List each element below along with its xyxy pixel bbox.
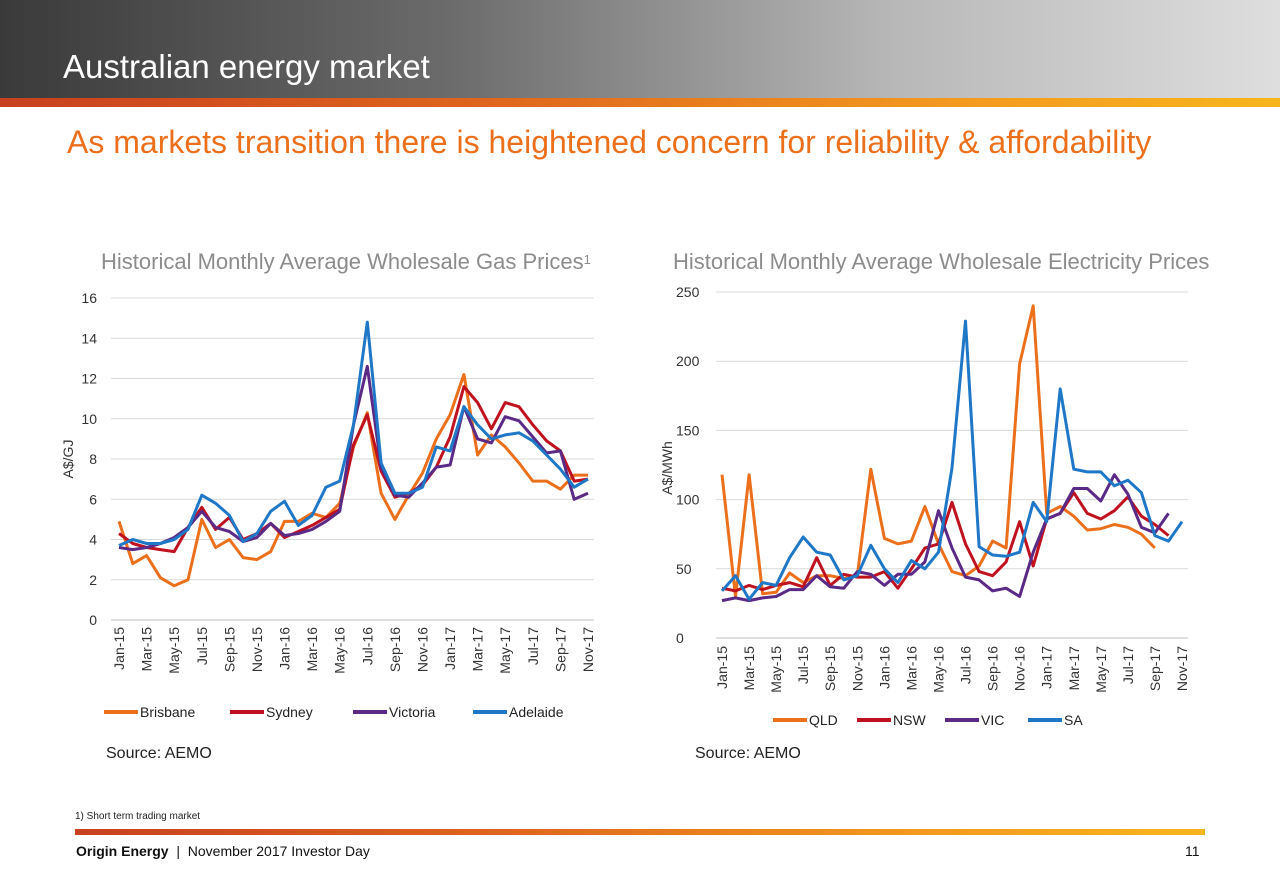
page-number: 11 xyxy=(1185,843,1200,859)
elec-x-tick-label: Mar-16 xyxy=(903,646,919,691)
gas-x-tick-label: Jan-16 xyxy=(277,627,293,670)
gas-x-tick-label: Sep-15 xyxy=(221,627,237,672)
gas-y-axis-label: A$/GJ xyxy=(60,440,76,479)
footer-accent-bar xyxy=(75,829,1205,835)
gas-x-tick-label: Sep-16 xyxy=(387,627,403,672)
footer-brand: Origin Energy xyxy=(76,843,169,859)
elec-x-tick-label: Sep-16 xyxy=(985,646,1001,691)
gas-x-tick-label: Mar-15 xyxy=(139,627,155,672)
elec-x-tick-label: Jul-15 xyxy=(795,646,811,684)
elec-legend-label-nsw: NSW xyxy=(893,712,926,728)
gas-source: Source: AEMO xyxy=(106,745,212,762)
gas-x-tick-label: May-16 xyxy=(332,627,348,674)
elec-y-tick-label: 100 xyxy=(676,492,700,508)
gas-legend-label-victoria: Victoria xyxy=(389,704,436,720)
elec-y-tick-label: 200 xyxy=(676,353,700,369)
elec-x-tick-label: Nov-17 xyxy=(1174,646,1190,691)
gas-y-tick-label: 16 xyxy=(81,290,97,306)
gas-y-tick-label: 12 xyxy=(81,371,97,387)
gas-y-tick-label: 10 xyxy=(81,411,97,427)
gas-x-tick-label: Sep-17 xyxy=(552,627,568,672)
gas-x-tick-label: Jul-15 xyxy=(194,627,210,665)
electricity-price-chart: 0 50 100 150 200 250 A$/MWh Jan-15 Mar-15 May-15 J… xyxy=(659,284,1190,728)
elec-x-tick-label: Jul-16 xyxy=(958,646,974,684)
gas-x-tick-label: Jul-16 xyxy=(359,627,375,665)
page-subtitle: As markets transition there is heightene… xyxy=(67,124,1152,160)
elec-x-tick-label: May-16 xyxy=(930,646,946,693)
gas-legend-label-sydney: Sydney xyxy=(266,704,313,720)
gas-y-tick-label: 6 xyxy=(89,491,97,507)
elec-series-vic xyxy=(721,473,1170,603)
elec-x-tick-label: Mar-15 xyxy=(741,646,757,691)
elec-series-nsw xyxy=(721,491,1170,593)
elec-x-tick-label: Sep-17 xyxy=(1147,646,1163,691)
elec-y-tick-label: 0 xyxy=(676,630,684,646)
gas-y-tick-label: 8 xyxy=(89,451,97,467)
gas-chart-title: Historical Monthly Average Wholesale Gas… xyxy=(101,249,591,274)
elec-legend-label-vic: VIC xyxy=(981,712,1004,728)
gas-x-tick-label: Jan-17 xyxy=(442,627,458,670)
elec-y-tick-label: 50 xyxy=(676,561,692,577)
elec-x-tick-label: Nov-16 xyxy=(1012,646,1028,691)
elec-x-tick-label: Jan-17 xyxy=(1039,646,1055,689)
gas-x-tick-label: May-15 xyxy=(166,627,182,674)
gas-series-sydney xyxy=(118,385,589,554)
elec-x-tick-label: May-17 xyxy=(1093,646,1109,693)
elec-x-tick-label: Jan-15 xyxy=(714,646,730,689)
elec-legend-label-sa: SA xyxy=(1064,712,1083,728)
electricity-source: Source: AEMO xyxy=(695,745,801,762)
gas-y-tick-label: 0 xyxy=(89,612,97,628)
elec-y-axis-label: A$/MWh xyxy=(659,441,675,495)
gas-x-tick-label: Nov-16 xyxy=(414,627,430,672)
gas-footnote-mark: 1 xyxy=(583,252,591,267)
gas-y-tick-label: 14 xyxy=(81,330,97,346)
gas-y-tick-label: 4 xyxy=(89,532,97,548)
footnote: 1) Short term trading market xyxy=(75,811,201,822)
elec-y-tick-label: 250 xyxy=(676,284,700,300)
footer-event: November 2017 Investor Day xyxy=(187,843,370,859)
header-band: Australian energy market xyxy=(0,0,1280,98)
elec-x-tick-label: Mar-17 xyxy=(1066,646,1082,691)
gas-x-tick-label: Jul-17 xyxy=(525,627,541,665)
elec-x-tick-label: Nov-15 xyxy=(849,646,865,691)
gas-y-tick-label: 2 xyxy=(89,572,97,588)
elec-x-tick-label: Sep-15 xyxy=(822,646,838,691)
footer: Origin Energy | November 2017 Investor D… xyxy=(76,842,370,860)
page-title: Australian energy market xyxy=(63,48,430,85)
gas-x-tick-label: Jan-15 xyxy=(111,627,127,670)
electricity-chart-title: Historical Monthly Average Wholesale Ele… xyxy=(673,249,1210,274)
gas-legend-label-adelaide: Adelaide xyxy=(509,704,564,720)
elec-x-tick-label: Jul-17 xyxy=(1120,646,1136,684)
elec-x-tick-label: May-15 xyxy=(768,646,784,693)
gas-price-chart: 0 2 4 6 8 10 12 14 16 A$/GJ Jan-15 Mar-15 May-15 Jul-… xyxy=(60,290,596,720)
gas-legend-label-brisbane: Brisbane xyxy=(140,704,195,720)
header-accent-bar xyxy=(0,98,1280,107)
gas-x-tick-label: Mar-16 xyxy=(304,627,320,672)
gas-x-tick-label: Nov-17 xyxy=(580,627,596,672)
elec-series-sa xyxy=(720,319,1184,601)
gas-series-adelaide xyxy=(118,320,589,547)
footer-separator: | xyxy=(176,843,180,859)
gas-x-tick-label: Mar-17 xyxy=(470,627,486,672)
elec-legend-label-qld: QLD xyxy=(809,712,838,728)
elec-x-tick-label: Jan-16 xyxy=(876,646,892,689)
gas-x-tick-label: May-17 xyxy=(497,627,513,674)
gas-x-tick-label: Nov-15 xyxy=(249,627,265,672)
elec-y-tick-label: 150 xyxy=(676,422,700,438)
